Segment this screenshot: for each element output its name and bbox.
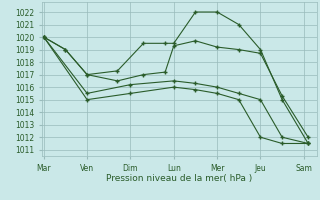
- X-axis label: Pression niveau de la mer( hPa ): Pression niveau de la mer( hPa ): [106, 174, 252, 183]
